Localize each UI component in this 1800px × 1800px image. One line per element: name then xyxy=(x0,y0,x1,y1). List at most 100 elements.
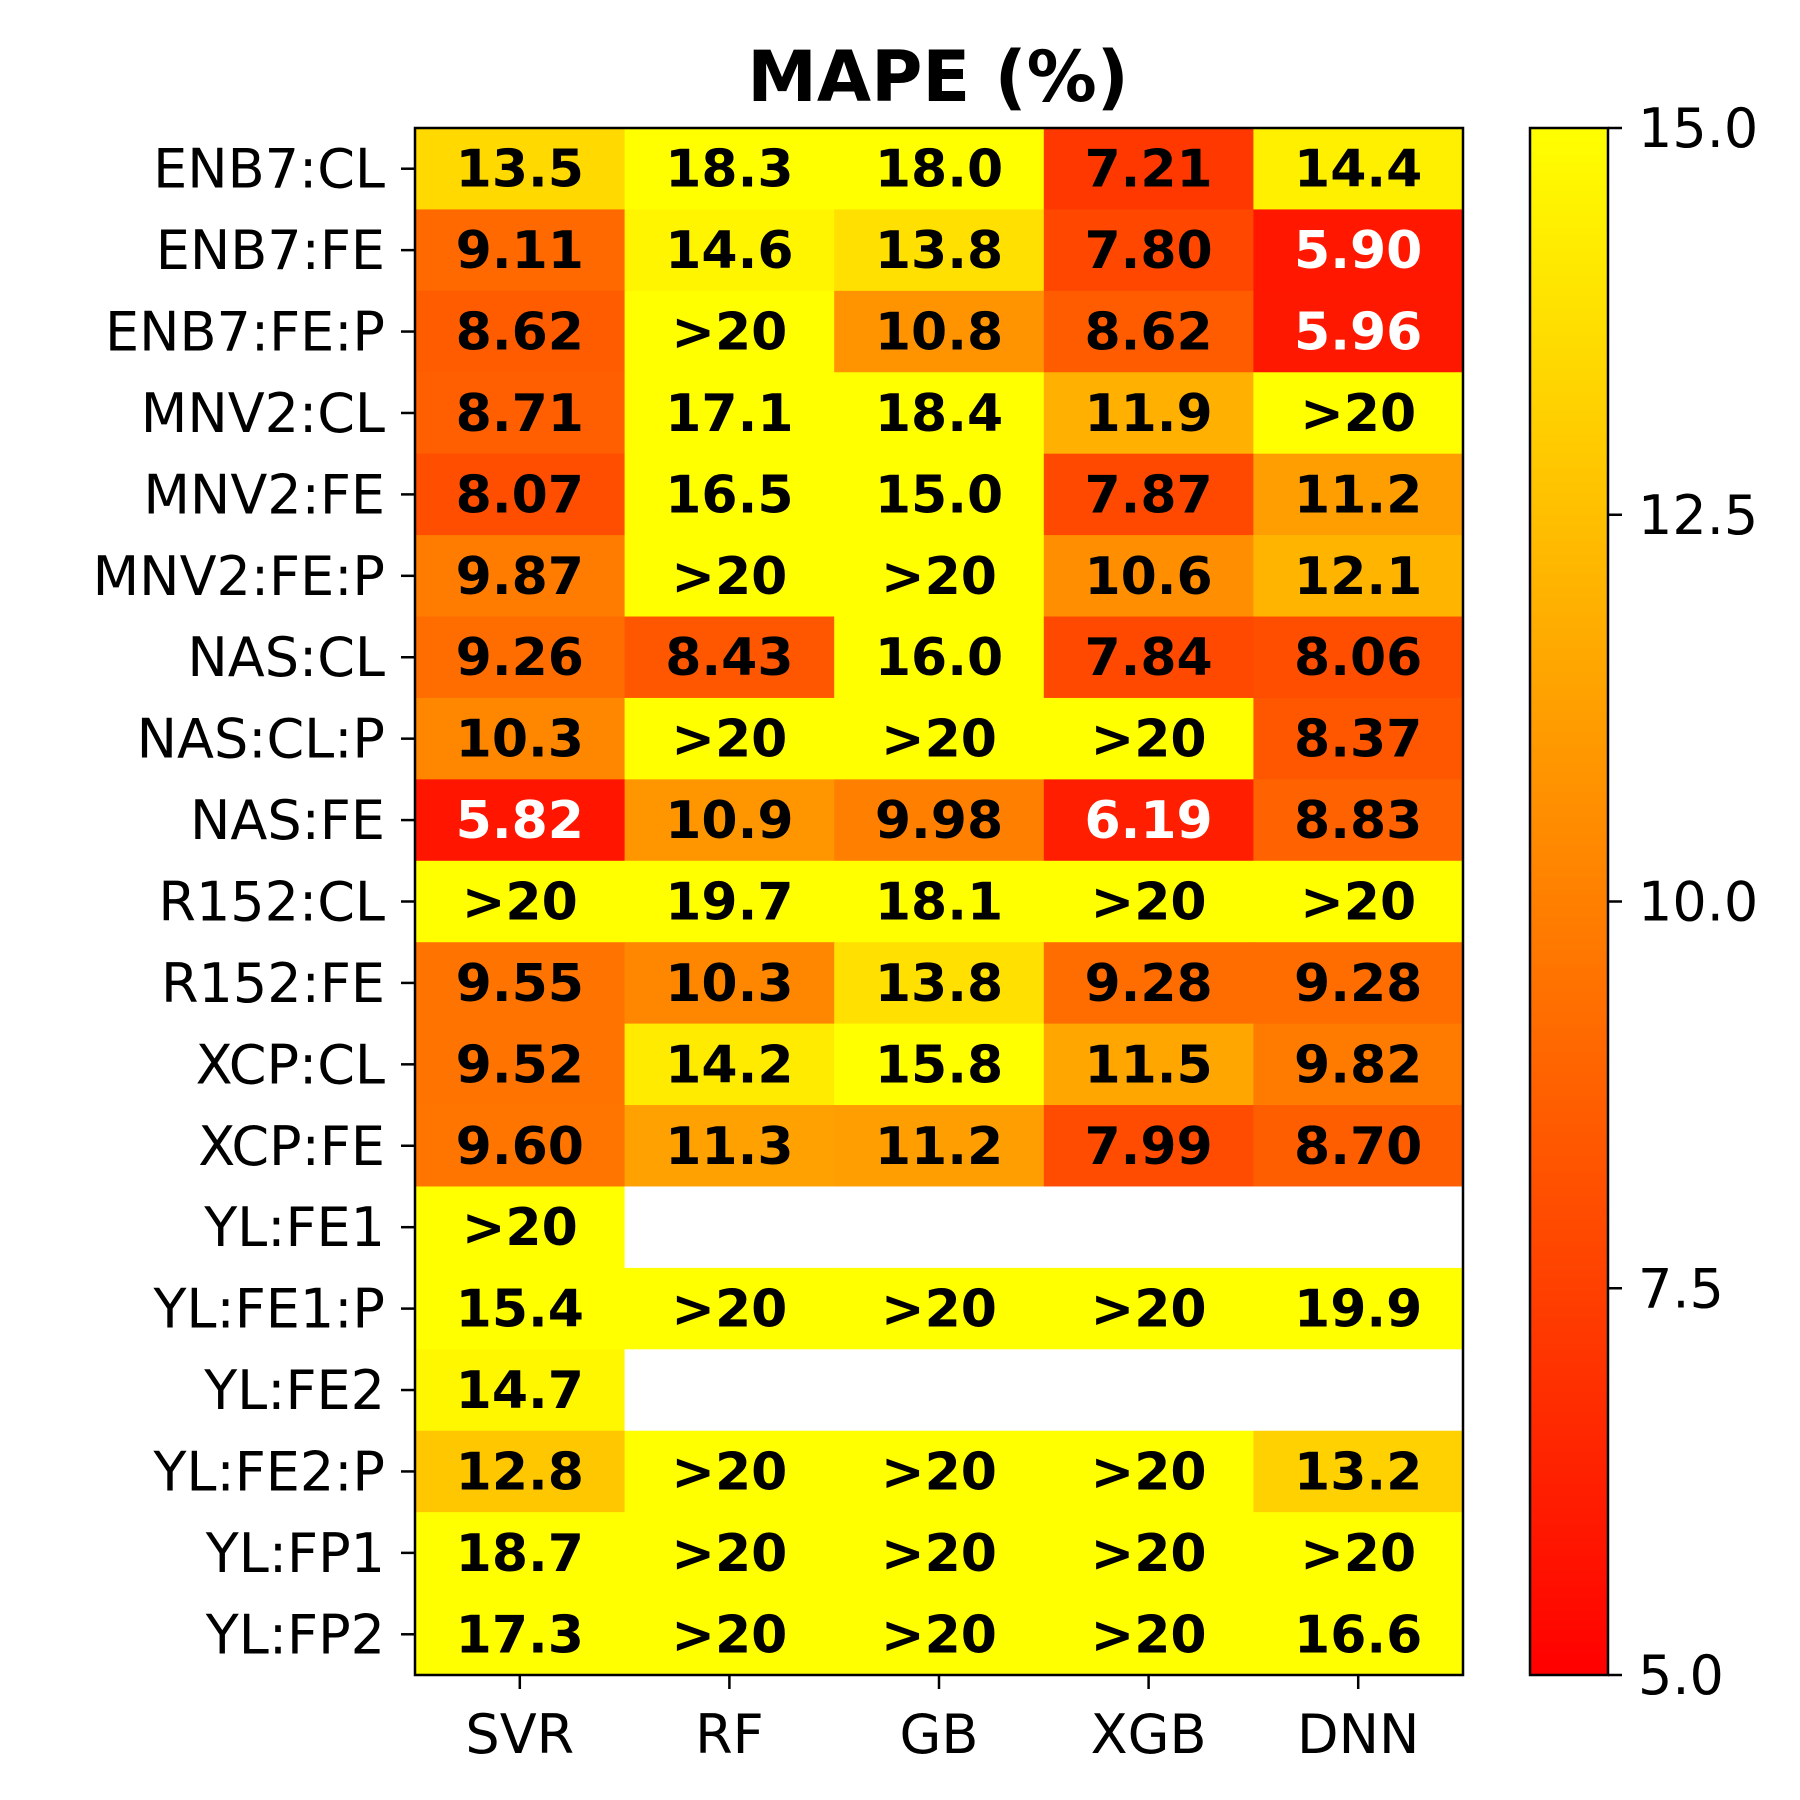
heatmap-cell-label: >20 xyxy=(1091,1524,1207,1584)
heatmap-cell xyxy=(1253,1105,1464,1188)
heatmap-cell xyxy=(1043,1430,1254,1513)
heatmap-cell xyxy=(415,1512,626,1595)
heatmap-cell xyxy=(415,616,626,699)
heatmap-cell xyxy=(1043,209,1254,292)
heatmap-cell xyxy=(624,453,835,536)
heatmap-cell-label: 15.8 xyxy=(875,1035,1003,1095)
heatmap-cell xyxy=(415,453,626,536)
heatmap-cell xyxy=(834,290,1045,373)
heatmap-cell-label: >20 xyxy=(671,303,787,363)
colorbar-tick-label: 15.0 xyxy=(1638,97,1758,160)
heatmap-cell xyxy=(415,290,626,373)
heatmap-cell-label: >20 xyxy=(1300,1524,1416,1584)
y-tick-label: ENB7:FE:P xyxy=(105,301,385,364)
colorbar-gradient xyxy=(1528,126,1610,1677)
heatmap-cell xyxy=(1043,1512,1254,1595)
heatmap-cell xyxy=(1253,535,1464,618)
heatmap-cell xyxy=(834,616,1045,699)
heatmap-cell xyxy=(1253,209,1464,292)
heatmap-cell xyxy=(1253,1512,1464,1595)
x-axis: SVR RF GB XGB DNN xyxy=(465,1675,1419,1766)
heatmap-cell xyxy=(834,860,1045,943)
y-tick-label: NAS:FE xyxy=(190,789,385,852)
heatmap-cell xyxy=(415,1186,626,1269)
heatmap-cell xyxy=(415,1023,626,1106)
heatmap-cell-label: 7.21 xyxy=(1084,140,1212,200)
heatmap-cell-label: >20 xyxy=(881,1524,997,1584)
heatmap-cell xyxy=(624,942,835,1025)
heatmap-cell-label: >20 xyxy=(1300,873,1416,933)
heatmap-cell-label: >20 xyxy=(671,1524,787,1584)
heatmap-cell-label: 10.9 xyxy=(665,791,793,851)
heatmap-cell-label: 7.80 xyxy=(1084,221,1212,281)
heatmap-cell xyxy=(1253,1349,1464,1432)
heatmap-cell xyxy=(834,1593,1045,1676)
heatmap-cell-label: >20 xyxy=(671,1605,787,1665)
heatmap-cell xyxy=(624,860,835,943)
heatmap-cell xyxy=(1253,1593,1464,1676)
colorbar-tick-label: 10.0 xyxy=(1638,871,1758,934)
heatmap-cell-label: >20 xyxy=(1091,1280,1207,1340)
heatmap-cell xyxy=(1043,1105,1254,1188)
x-tick-label: DNN xyxy=(1297,1703,1419,1766)
heatmap-cell-label: 16.0 xyxy=(875,628,1003,688)
heatmap-cell xyxy=(1253,860,1464,943)
heatmap-cell xyxy=(624,1349,835,1432)
heatmap-cell-label: >20 xyxy=(881,1442,997,1502)
colorbar: 5.0 7.5 10.0 12.5 15.0 xyxy=(1528,97,1758,1707)
heatmap-cell-label: >20 xyxy=(881,710,997,770)
heatmap-cell xyxy=(624,535,835,618)
heatmap-cell-label: 9.28 xyxy=(1084,954,1212,1014)
heatmap-cell-label: 9.98 xyxy=(875,791,1003,851)
heatmap-cell xyxy=(1043,1593,1254,1676)
heatmap-cell xyxy=(1043,860,1254,943)
heatmap-cell-label: >20 xyxy=(671,1442,787,1502)
heatmap-cell xyxy=(1043,128,1254,211)
heatmap-cell xyxy=(1043,1349,1254,1432)
heatmap-cell xyxy=(1253,1023,1464,1106)
heatmap-cell xyxy=(415,535,626,618)
heatmap-cell xyxy=(834,372,1045,455)
heatmap-cell xyxy=(1043,290,1254,373)
heatmap-cell-label: 11.2 xyxy=(875,1117,1003,1177)
heatmap-cell xyxy=(1043,697,1254,780)
heatmap-cell xyxy=(624,1430,835,1513)
heatmap-cell-label: >20 xyxy=(1300,384,1416,444)
heatmap-cell-label: 11.5 xyxy=(1084,1035,1212,1095)
heatmap-cell xyxy=(834,1105,1045,1188)
heatmap-cell xyxy=(415,1267,626,1350)
heatmap-cell-label: 9.52 xyxy=(456,1035,584,1095)
heatmap-cell xyxy=(834,1186,1045,1269)
heatmap-cell-label: >20 xyxy=(881,1605,997,1665)
heatmap-cell-label: 13.5 xyxy=(456,140,584,200)
heatmap-cell xyxy=(834,942,1045,1025)
heatmap-cell xyxy=(834,1349,1045,1432)
heatmap-cell xyxy=(415,860,626,943)
heatmap-cell xyxy=(834,1512,1045,1595)
heatmap-cell-label: 10.6 xyxy=(1084,547,1212,607)
heatmap-cell-label: 10.3 xyxy=(665,954,793,1014)
colorbar-tick-label: 7.5 xyxy=(1638,1257,1724,1320)
heatmap-cell-label: 5.82 xyxy=(456,791,584,851)
heatmap-cell-label: 14.6 xyxy=(665,221,793,281)
heatmap-cell-label: 17.3 xyxy=(456,1605,584,1665)
heatmap-cell-label: 15.0 xyxy=(875,465,1003,525)
heatmap-cells xyxy=(415,128,1464,1676)
heatmap-cell-label: >20 xyxy=(1091,873,1207,933)
heatmap-cell-label: 8.70 xyxy=(1294,1117,1422,1177)
heatmap-cell-label: 5.90 xyxy=(1294,221,1422,281)
heatmap-cell xyxy=(624,1186,835,1269)
y-tick-label: R152:FE xyxy=(161,952,385,1015)
heatmap-cell xyxy=(624,1023,835,1106)
heatmap-cell-label: 18.4 xyxy=(875,384,1003,444)
heatmap-cell xyxy=(1253,1186,1464,1269)
heatmap-cell xyxy=(415,697,626,780)
heatmap-cell xyxy=(415,1105,626,1188)
heatmap-cell xyxy=(1043,535,1254,618)
heatmap-cell-label: 16.5 xyxy=(665,465,793,525)
heatmap-cell-label: 8.71 xyxy=(456,384,584,444)
heatmap-cell xyxy=(624,779,835,862)
heatmap-cell xyxy=(624,372,835,455)
heatmap-cell xyxy=(415,1430,626,1513)
heatmap-cell-label: 9.55 xyxy=(456,954,584,1014)
